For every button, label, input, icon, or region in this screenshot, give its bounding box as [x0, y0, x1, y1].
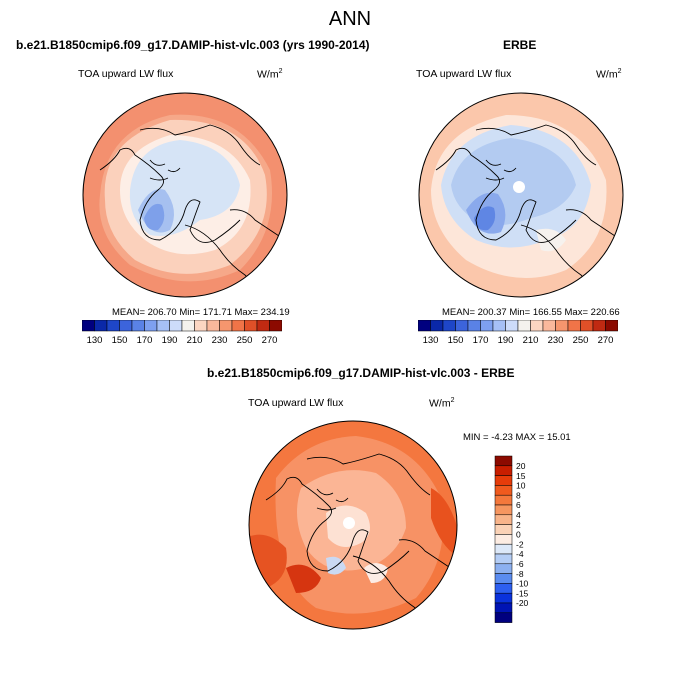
- colorbar-tick-label: 270: [598, 335, 614, 346]
- colorbar-tick-label: 15: [516, 471, 526, 481]
- colorbar-cell: [492, 320, 506, 332]
- panel-2-title: ERBE: [503, 38, 537, 52]
- colorbar-cell: [494, 465, 513, 476]
- colorbar-tick-label: 190: [498, 335, 514, 346]
- panel-2-units: W/m2: [596, 68, 622, 81]
- colorbar-tick-label: -4: [516, 549, 524, 559]
- colorbar-cell: [82, 320, 95, 332]
- colorbar-cell: [144, 320, 158, 332]
- colorbar-cell: [555, 320, 569, 332]
- colorbar-cell: [494, 455, 513, 467]
- panel-2-stats: MEAN= 200.37 Min= 166.55 Max= 220.66: [442, 307, 620, 318]
- colorbar-tick-label: -6: [516, 559, 524, 569]
- colorbar-cell: [480, 320, 494, 332]
- colorbar-tick-label: 250: [573, 335, 589, 346]
- panel-3-map: [248, 420, 458, 630]
- colorbar-tick-label: 190: [162, 335, 178, 346]
- colorbar-tick-label: 230: [548, 335, 564, 346]
- colorbar-cell: [244, 320, 258, 332]
- colorbar-cell: [231, 320, 245, 332]
- panel-1-units: W/m2: [257, 68, 283, 81]
- colorbar-tick-label: 150: [112, 335, 128, 346]
- colorbar-tick-label: 210: [187, 335, 203, 346]
- colorbar-tick-label: -20: [516, 598, 529, 608]
- colorbar-tick-label: 130: [423, 335, 439, 346]
- colorbar-cell: [442, 320, 456, 332]
- colorbar-cell: [494, 592, 513, 604]
- panel-3-variable: TOA upward LW flux: [248, 397, 344, 409]
- colorbar-cell: [181, 320, 195, 332]
- colorbar-cell: [542, 320, 556, 332]
- colorbar-cell: [494, 612, 513, 623]
- panel-1-stats: MEAN= 206.70 Min= 171.71 Max= 234.19: [112, 307, 290, 318]
- panel-1-title: b.e21.B1850cmip6.f09_g17.DAMIP-hist-vlc.…: [16, 38, 370, 52]
- colorbar-cell: [131, 320, 145, 332]
- colorbar-cell: [418, 320, 431, 332]
- colorbar-cell: [580, 320, 594, 332]
- colorbar-cell: [494, 504, 513, 516]
- panel-3-stats: MIN = -4.23 MAX = 15.01: [463, 432, 571, 443]
- colorbar-cell: [430, 320, 444, 332]
- colorbar-cell: [494, 524, 513, 535]
- colorbar-cell: [505, 320, 519, 332]
- colorbar-cell: [494, 475, 513, 486]
- colorbar-cell: [605, 320, 618, 332]
- colorbar-tick-label: 8: [516, 490, 521, 500]
- colorbar-cell: [156, 320, 170, 332]
- colorbar-cell: [219, 320, 233, 332]
- colorbar-tick-label: 170: [137, 335, 153, 346]
- colorbar-cell: [494, 494, 513, 506]
- panel-2-map: [418, 92, 624, 298]
- colorbar-tick-label: 250: [237, 335, 253, 346]
- colorbar-cell: [494, 514, 513, 525]
- panel-2-variable: TOA upward LW flux: [416, 68, 512, 80]
- panel-1-map: [82, 92, 288, 298]
- colorbar-tick-label: 210: [523, 335, 539, 346]
- colorbar-tick-label: -15: [516, 588, 529, 598]
- panel-1-variable: TOA upward LW flux: [78, 68, 174, 80]
- colorbar-cell: [106, 320, 120, 332]
- colorbar-cell: [494, 602, 513, 614]
- colorbar-cell: [494, 485, 513, 496]
- colorbar-tick-label: 150: [448, 335, 464, 346]
- panel-2-colorbar: 130 150 170 190 210 230 250 270: [418, 320, 618, 346]
- colorbar-tick-label: 2: [516, 520, 521, 530]
- colorbar-tick-label: 170: [473, 335, 489, 346]
- colorbar-tick-label: -2: [516, 539, 524, 549]
- colorbar-tick-label: 130: [87, 335, 103, 346]
- colorbar-cell: [269, 320, 282, 332]
- colorbar-cell: [94, 320, 108, 332]
- colorbar-cell: [567, 320, 581, 332]
- colorbar-cell: [494, 573, 513, 584]
- colorbar-cell: [494, 563, 513, 574]
- colorbar-cell: [119, 320, 133, 332]
- panel-3-units: W/m2: [429, 397, 455, 410]
- colorbar-cell: [530, 320, 544, 332]
- colorbar-cell: [194, 320, 208, 332]
- panel-1-colorbar: 130 150 170 190 210 230 250 270: [82, 320, 282, 346]
- colorbar-cell: [169, 320, 183, 332]
- panel-3-title: b.e21.B1850cmip6.f09_g17.DAMIP-hist-vlc.…: [207, 366, 515, 380]
- colorbar-cell: [455, 320, 469, 332]
- colorbar-cell: [256, 320, 270, 332]
- colorbar-tick-label: 270: [262, 335, 278, 346]
- colorbar-cell: [494, 583, 513, 594]
- colorbar-cell: [592, 320, 606, 332]
- colorbar-cell: [517, 320, 531, 332]
- colorbar-tick-label: 230: [212, 335, 228, 346]
- colorbar-tick-label: 20: [516, 461, 526, 471]
- colorbar-cell: [467, 320, 481, 332]
- colorbar-tick-label: -8: [516, 569, 524, 579]
- colorbar-tick-label: -10: [516, 579, 529, 589]
- colorbar-tick-label: 4: [516, 510, 521, 520]
- colorbar-tick-label: 6: [516, 500, 521, 510]
- colorbar-tick-label: 10: [516, 481, 526, 491]
- colorbar-cell: [494, 553, 513, 565]
- colorbar-cell: [206, 320, 220, 332]
- figure-title: ANN: [328, 8, 372, 30]
- colorbar-cell: [494, 543, 513, 555]
- colorbar-tick-label: 0: [516, 530, 521, 540]
- colorbar-cell: [494, 534, 513, 545]
